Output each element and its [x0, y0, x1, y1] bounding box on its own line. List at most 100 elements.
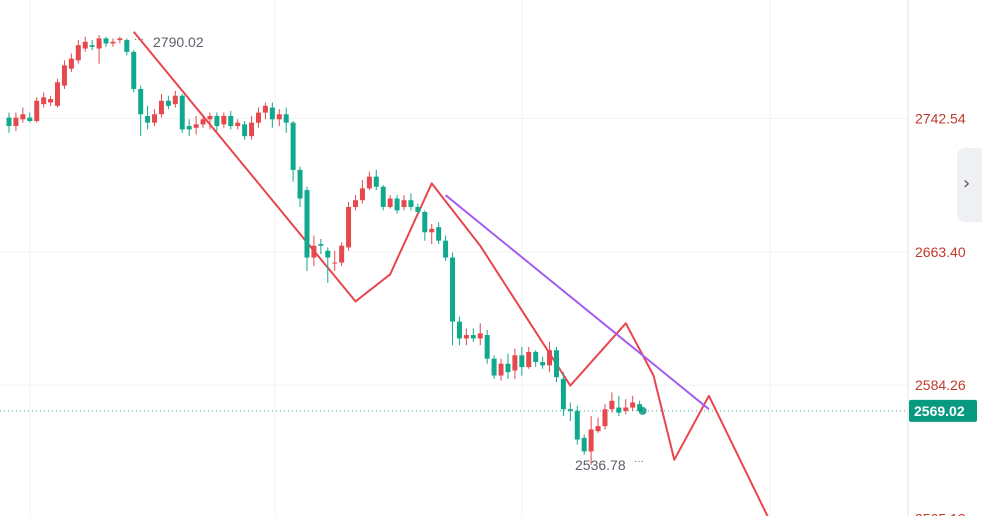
candle-body	[553, 350, 559, 378]
candle	[255, 107, 261, 128]
candle-body	[186, 126, 192, 130]
candle-body	[165, 100, 171, 106]
candle	[82, 36, 88, 52]
candle-body	[304, 190, 310, 258]
candle	[463, 328, 469, 346]
candle	[269, 102, 275, 128]
candle-body	[20, 114, 26, 120]
candle	[436, 222, 442, 245]
candle	[353, 195, 358, 211]
candle	[55, 78, 61, 108]
current-price-tag-label: 2569.02	[914, 403, 965, 419]
candle-body	[138, 88, 144, 115]
candle-body	[567, 409, 573, 411]
candle	[235, 119, 241, 130]
trend-line	[444, 194, 710, 410]
candle	[623, 399, 629, 415]
candle	[311, 235, 317, 266]
candle	[242, 120, 248, 140]
candle	[165, 95, 171, 110]
candle-body	[290, 122, 296, 170]
candle-body	[581, 437, 587, 452]
candle	[6, 112, 12, 133]
candle-body	[637, 404, 643, 411]
candle-body	[609, 400, 615, 410]
candle-body	[221, 115, 227, 125]
candle	[61, 60, 67, 89]
candle-body	[623, 407, 629, 411]
candle-body	[55, 82, 61, 106]
candle	[380, 185, 386, 211]
candle-body	[311, 245, 317, 258]
candle	[553, 346, 559, 383]
candle-body	[318, 244, 324, 246]
candle-body	[429, 228, 435, 233]
candle-body	[269, 107, 275, 120]
candle	[228, 110, 234, 130]
candle-body	[450, 257, 456, 322]
candle	[41, 92, 47, 108]
candle	[186, 119, 192, 137]
price-tick-label: 2505.13	[915, 511, 966, 516]
candle-body	[200, 119, 206, 125]
candle-body	[325, 250, 331, 258]
candle-body	[602, 409, 608, 427]
candle	[456, 316, 462, 346]
candle	[290, 120, 296, 182]
candle	[179, 94, 185, 133]
candle-body	[595, 426, 601, 432]
chevron-right-icon: ›	[963, 173, 971, 194]
candle	[422, 210, 428, 241]
candle	[89, 40, 95, 51]
candle	[470, 328, 476, 342]
candle-body	[526, 351, 532, 368]
price-tick-label: 2742.54	[915, 110, 966, 126]
candle	[145, 105, 151, 130]
candle-body	[255, 112, 261, 123]
candle	[214, 112, 220, 132]
candle	[394, 195, 400, 214]
price-tick-label: 2663.40	[915, 244, 966, 260]
candle-body	[394, 198, 400, 211]
candle-body	[353, 200, 358, 207]
candle-body	[512, 355, 518, 371]
annotations: 2790.02 ··· 2536.78 ···	[134, 34, 644, 473]
candle	[172, 90, 178, 108]
candle-body	[484, 335, 490, 359]
candle-body	[276, 114, 282, 120]
candle	[332, 250, 338, 272]
candles	[6, 35, 647, 465]
candle-body	[505, 363, 511, 373]
candle	[158, 94, 164, 118]
expand-panel-button[interactable]: ›	[957, 148, 982, 222]
candle-body	[13, 117, 19, 127]
candle	[373, 169, 379, 191]
candle-body	[408, 200, 414, 207]
candle	[567, 402, 573, 422]
price-tick-label: 2584.26	[915, 377, 966, 393]
candle	[68, 53, 74, 73]
candle	[249, 115, 255, 140]
grid	[0, 0, 909, 520]
candle-body	[477, 333, 483, 339]
candle-body	[82, 41, 88, 49]
candle-body	[96, 38, 102, 49]
candle	[318, 238, 324, 255]
candle-body	[61, 65, 67, 86]
candle	[262, 102, 268, 120]
high-price-leader: ···	[134, 34, 144, 45]
candle	[408, 193, 414, 211]
candle-body	[373, 176, 379, 187]
candle-body	[145, 115, 151, 123]
candle-body	[533, 351, 539, 363]
candle-body	[75, 45, 81, 61]
candle	[574, 405, 580, 445]
candle-body	[387, 198, 393, 207]
candle-body	[519, 355, 525, 368]
current-price-dot	[638, 406, 647, 415]
candle-body	[228, 115, 234, 127]
candle	[429, 223, 435, 245]
candle-body	[547, 350, 553, 366]
